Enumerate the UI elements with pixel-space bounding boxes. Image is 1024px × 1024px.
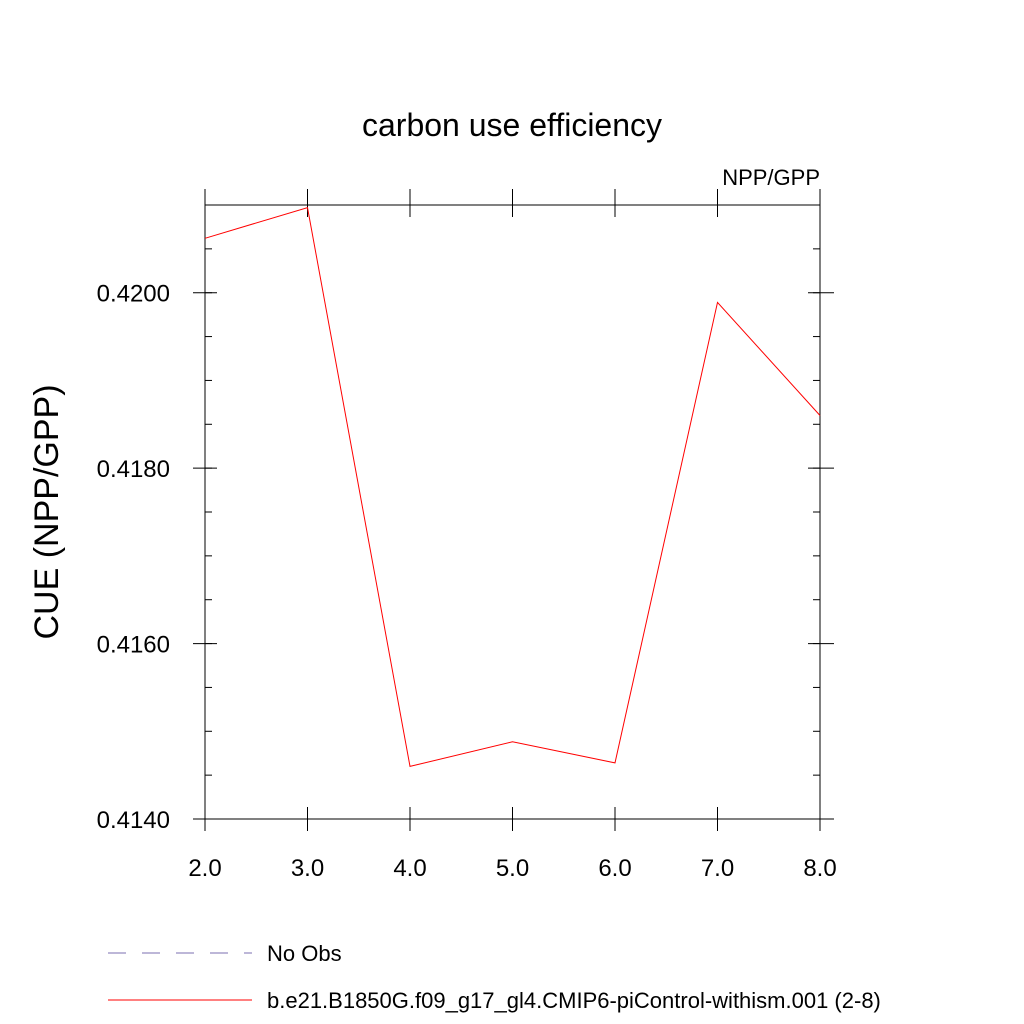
legend-label: No Obs bbox=[267, 941, 342, 966]
chart-subtitle: NPP/GPP bbox=[722, 165, 820, 190]
legend-label: b.e21.B1850G.f09_g17_gl4.CMIP6-piControl… bbox=[267, 988, 881, 1013]
x-tick-label: 2.0 bbox=[188, 855, 221, 882]
x-tick-label: 7.0 bbox=[701, 855, 734, 882]
y-tick-label: 0.4180 bbox=[97, 456, 170, 483]
series-layer bbox=[204, 206, 821, 768]
x-tick-label: 6.0 bbox=[598, 855, 631, 882]
chart-title: carbon use efficiency bbox=[362, 107, 662, 143]
y-tick-label: 0.4200 bbox=[97, 281, 170, 308]
plot-frame bbox=[204, 204, 821, 820]
y-tick-label: 0.4140 bbox=[97, 807, 170, 834]
x-tick-label: 3.0 bbox=[291, 855, 324, 882]
x-tick-label: 5.0 bbox=[496, 855, 529, 882]
y-axis-label: CUE (NPP/GPP) bbox=[28, 384, 66, 639]
series-line bbox=[204, 206, 821, 768]
y-tick-label: 0.4160 bbox=[97, 632, 170, 659]
x-tick-label: 8.0 bbox=[803, 855, 836, 882]
axes-layer: 2.0 3.0 4.0 5.0 6.0 7.0 8.0 0.4140 0.4160 0.4180 0… bbox=[97, 189, 837, 882]
x-tick-label: 4.0 bbox=[393, 855, 426, 882]
legend: No Obs b.e21.B1850G.f09_g17_gl4.CMIP6-piC… bbox=[108, 941, 881, 1013]
